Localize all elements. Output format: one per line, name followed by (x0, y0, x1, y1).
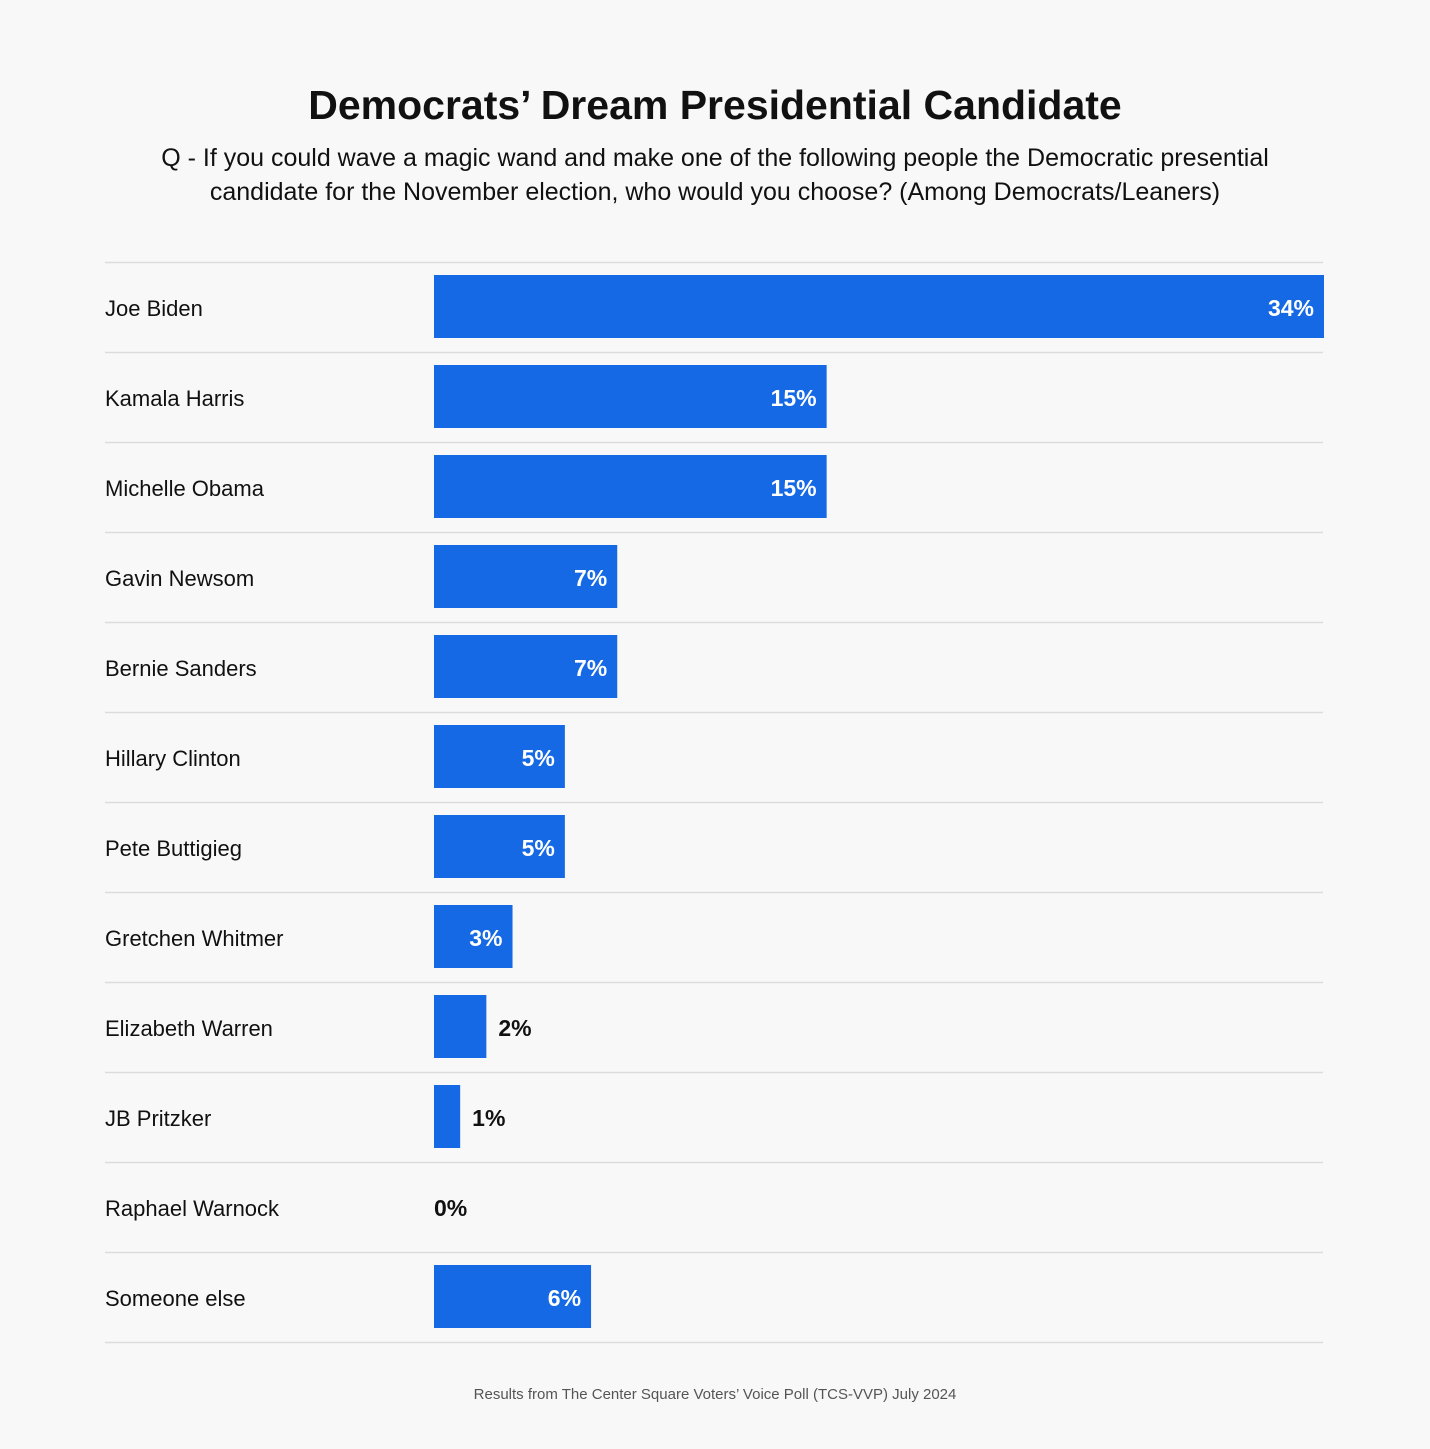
data-label: 1% (472, 1105, 505, 1131)
category-label: Someone else (105, 1286, 246, 1311)
category-label: Gretchen Whitmer (105, 926, 284, 951)
data-label: 0% (434, 1195, 467, 1221)
data-label: 5% (522, 835, 555, 861)
category-label: Pete Buttigieg (105, 836, 242, 861)
bar (434, 905, 513, 968)
category-label: Joe Biden (105, 296, 203, 321)
bar (434, 365, 827, 428)
chart-subtitle: Q - If you could wave a magic wand and m… (161, 144, 1269, 206)
data-label: 6% (548, 1285, 581, 1311)
bar (434, 725, 565, 788)
bar (434, 1085, 461, 1148)
bar (434, 635, 618, 698)
bar (434, 455, 827, 518)
data-label: 7% (574, 655, 607, 681)
category-label: Gavin Newsom (105, 566, 254, 591)
bar (434, 545, 618, 608)
bar (434, 995, 487, 1058)
category-label: Bernie Sanders (105, 656, 257, 681)
category-label: Kamala Harris (105, 386, 244, 411)
data-label: 34% (1268, 295, 1314, 321)
category-label: Michelle Obama (105, 476, 265, 501)
data-label: 15% (771, 385, 817, 411)
data-label: 2% (498, 1015, 531, 1041)
category-label: JB Pritzker (105, 1106, 211, 1131)
source-footer: Results from The Center Square Voters’ V… (473, 1386, 957, 1403)
data-label: 3% (469, 925, 502, 951)
chart-title: Democrats’ Dream Presidential Candidate (308, 82, 1122, 128)
data-label: 15% (771, 475, 817, 501)
category-label: Raphael Warnock (105, 1196, 280, 1221)
category-label: Elizabeth Warren (105, 1016, 273, 1041)
bar (434, 1265, 592, 1328)
data-label: 7% (574, 565, 607, 591)
bar (434, 275, 1324, 338)
bar (434, 815, 565, 878)
category-label: Hillary Clinton (105, 746, 241, 771)
data-label: 5% (522, 745, 555, 771)
